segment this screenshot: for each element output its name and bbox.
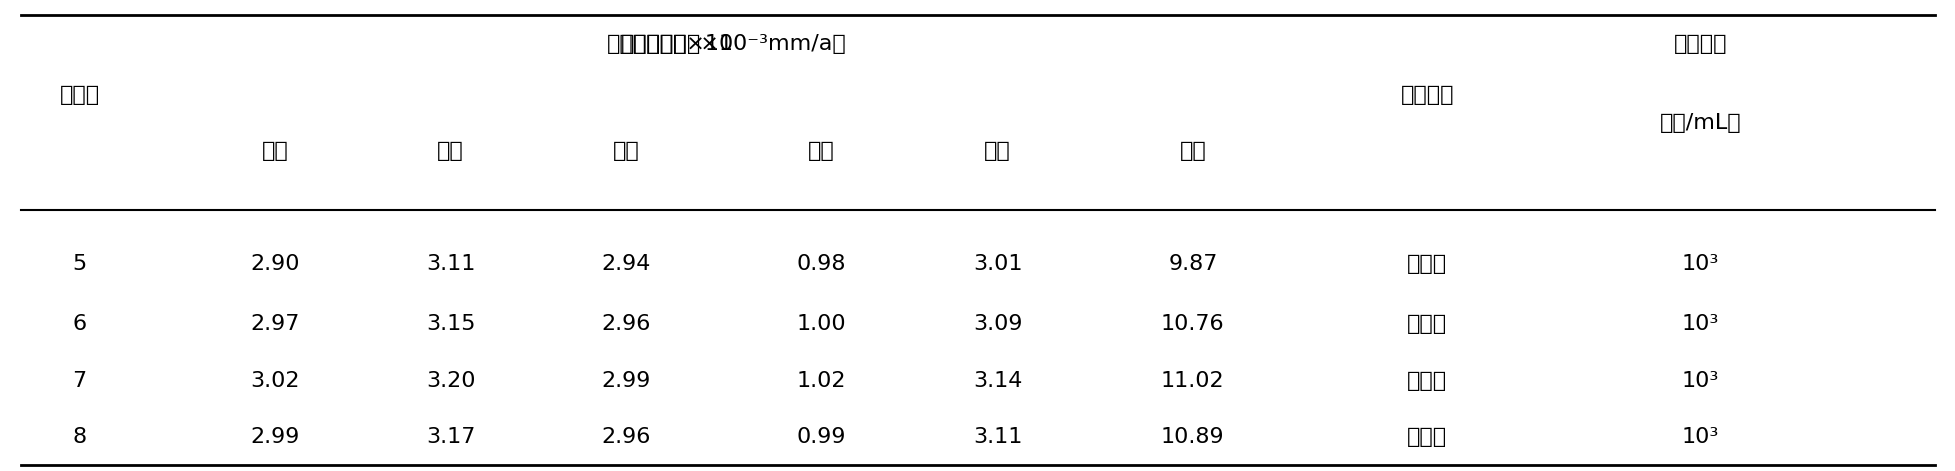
Text: 2.90: 2.90	[250, 253, 299, 274]
Text: （个/mL）: （个/mL）	[1660, 113, 1740, 133]
Text: 10.89: 10.89	[1161, 427, 1224, 447]
Text: 细菌总数: 细菌总数	[1673, 33, 1726, 54]
Text: 0.99: 0.99	[796, 427, 847, 447]
Text: 10.76: 10.76	[1161, 315, 1224, 334]
Text: 3.02: 3.02	[250, 371, 299, 390]
Text: 黄铜: 黄铜	[612, 141, 639, 161]
Text: 试片外观: 试片外观	[1400, 85, 1453, 105]
Text: 3.01: 3.01	[972, 253, 1022, 274]
Text: 焊锡: 焊锡	[438, 141, 463, 161]
Text: 10³: 10³	[1681, 427, 1718, 447]
Text: 3.14: 3.14	[972, 371, 1022, 390]
Text: 8: 8	[72, 427, 86, 447]
Text: 碳钢: 碳钢	[807, 141, 835, 161]
Text: 3.11: 3.11	[426, 253, 475, 274]
Text: 10³: 10³	[1681, 315, 1718, 334]
Text: 10³: 10³	[1681, 253, 1718, 274]
Text: 9.87: 9.87	[1167, 253, 1216, 274]
Text: 3.11: 3.11	[972, 427, 1022, 447]
Text: 2.99: 2.99	[250, 427, 299, 447]
Text: 6: 6	[72, 315, 86, 334]
Text: 紫铜: 紫铜	[262, 141, 287, 161]
Text: 1.02: 1.02	[796, 371, 847, 390]
Text: 无变化: 无变化	[1406, 315, 1447, 334]
Text: 金属腐蚀率（×10: 金属腐蚀率（×10	[606, 33, 733, 54]
Text: 3.17: 3.17	[426, 427, 475, 447]
Text: 3.15: 3.15	[426, 315, 475, 334]
Text: 2.96: 2.96	[602, 315, 651, 334]
Text: 金属腐蚀率（×10⁻³mm/a）: 金属腐蚀率（×10⁻³mm/a）	[620, 33, 847, 54]
Text: 实施例: 实施例	[59, 85, 100, 105]
Text: 2.99: 2.99	[602, 371, 651, 390]
Text: 无变化: 无变化	[1406, 371, 1447, 390]
Text: 3.09: 3.09	[972, 315, 1022, 334]
Text: 10³: 10³	[1681, 371, 1718, 390]
Text: 2.94: 2.94	[602, 253, 651, 274]
Text: 无变化: 无变化	[1406, 427, 1447, 447]
Text: 0.98: 0.98	[796, 253, 847, 274]
Text: 11.02: 11.02	[1161, 371, 1224, 390]
Text: 7: 7	[72, 371, 86, 390]
Text: 3.20: 3.20	[426, 371, 475, 390]
Text: 5: 5	[72, 253, 86, 274]
Text: 铸铝: 铸铝	[1179, 141, 1206, 161]
Text: 1.00: 1.00	[796, 315, 847, 334]
Text: 2.97: 2.97	[250, 315, 299, 334]
Text: 无变化: 无变化	[1406, 253, 1447, 274]
Text: 铸铁: 铸铁	[983, 141, 1011, 161]
Text: 2.96: 2.96	[602, 427, 651, 447]
